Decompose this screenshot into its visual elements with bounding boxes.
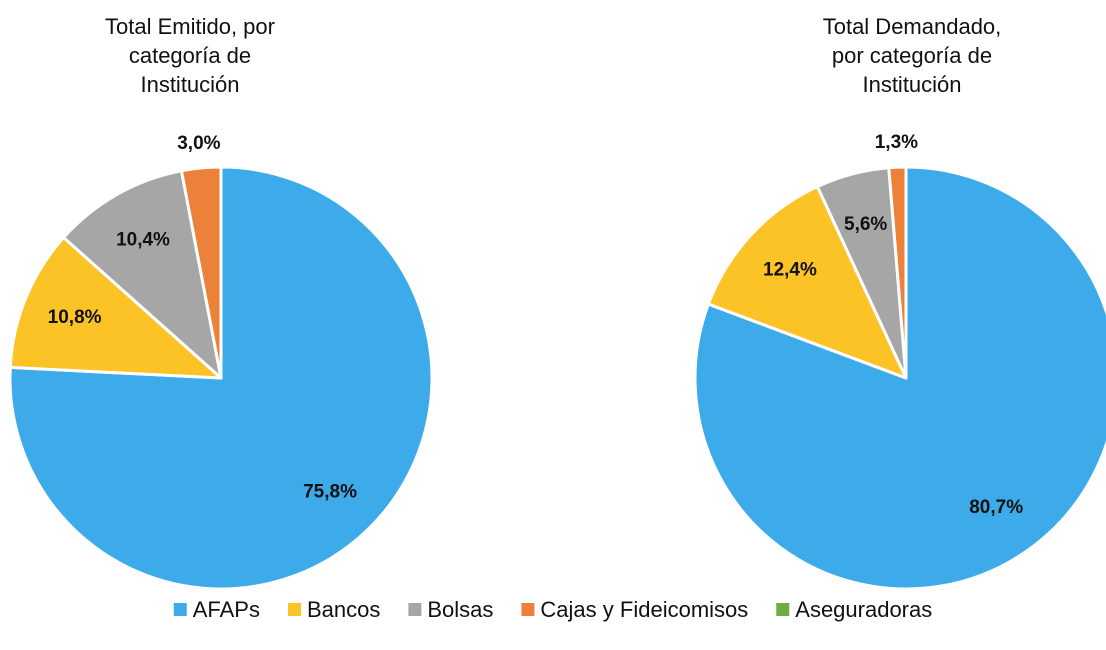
legend-label: Aseguradoras: [795, 597, 932, 622]
legend-label: Bolsas: [427, 597, 493, 622]
pie-slice: [8, 235, 223, 380]
data-label: 1,3%: [875, 132, 918, 153]
data-label: 12,4%: [763, 259, 817, 280]
data-label: 10,4%: [116, 229, 170, 250]
chart-title: Total Demandado, por categoría de Instit…: [822, 14, 1002, 97]
data-label: 80,7%: [969, 497, 1023, 518]
pie-slice: [887, 165, 908, 380]
legend-label: AFAPs: [193, 597, 260, 622]
legend-label: Cajas y Fideicomisos: [540, 597, 748, 622]
pie-slice: [8, 165, 434, 591]
legend-swatch: [287, 603, 301, 616]
data-label: 75,8%: [303, 482, 357, 503]
legend-swatch: [173, 603, 187, 616]
legend-label: Bancos: [307, 597, 380, 622]
legend-swatch: [776, 603, 790, 616]
pie-slice: [179, 165, 223, 380]
data-label: 3,0%: [177, 133, 220, 154]
chart-title: Total Emitido, por categoría de Instituc…: [105, 14, 275, 97]
legend-swatch: [521, 603, 535, 616]
pie-slice: [62, 169, 223, 380]
legend-swatch: [408, 603, 422, 616]
data-label: 5,6%: [844, 214, 887, 235]
pie-slice: [693, 165, 1106, 591]
data-label: 10,8%: [48, 307, 102, 328]
pie-slice: [706, 185, 908, 380]
